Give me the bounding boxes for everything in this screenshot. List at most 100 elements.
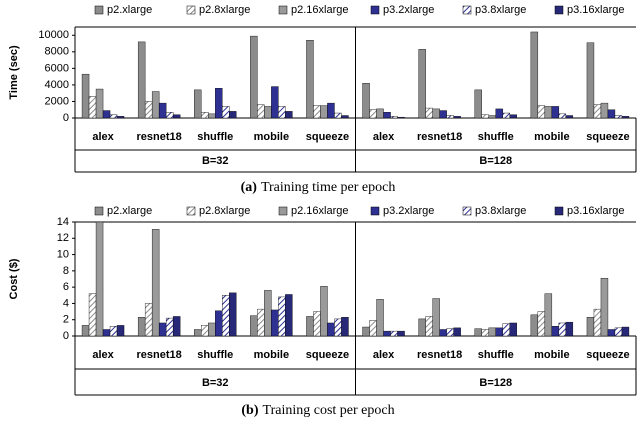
bar (327, 102, 335, 119)
bar (537, 105, 546, 119)
bar (502, 323, 510, 337)
bar (586, 42, 595, 119)
x-tick-label: alex (373, 131, 395, 143)
bar (488, 327, 496, 337)
bar (285, 294, 293, 337)
bar (109, 326, 118, 337)
bar (446, 328, 454, 337)
group-label: B=128 (479, 155, 512, 167)
bar (362, 83, 370, 119)
group-label: B=32 (202, 377, 229, 389)
bar (102, 110, 111, 119)
caption-label: (b) (241, 403, 258, 418)
bar (558, 322, 567, 337)
bar (390, 330, 398, 337)
y-tick-label: 8000 (45, 46, 69, 58)
bar (376, 299, 384, 337)
bar (137, 41, 146, 119)
x-tick-label: resnet18 (137, 131, 182, 143)
bar (116, 116, 125, 119)
bar (432, 108, 440, 119)
bar (334, 318, 342, 337)
legend-swatch (94, 5, 104, 15)
caption-text: Training cost per epoch (263, 403, 395, 418)
bar (271, 86, 279, 119)
legend-label: p3.2xlarge (383, 4, 434, 16)
legend-swatch (370, 206, 380, 216)
caption-text: Training time per epoch (261, 180, 395, 195)
caption: (a) Training time per epoch (241, 180, 396, 195)
x-tick-label: mobile (254, 349, 289, 361)
y-tick-label: 14 (57, 216, 69, 228)
x-tick-label: squeeze (306, 349, 349, 361)
bar (208, 113, 216, 119)
bar (250, 35, 258, 119)
legend-label: p3.8xlarge (475, 205, 526, 217)
x-tick-label: squeeze (586, 349, 629, 361)
bar (306, 316, 314, 337)
bar (397, 116, 405, 119)
legend-label: p2.xlarge (107, 4, 152, 16)
x-tick-label: shuffle (478, 349, 514, 361)
x-tick-label: alex (373, 349, 395, 361)
bar (158, 102, 167, 119)
bar (530, 31, 539, 119)
legend-swatch (462, 206, 472, 216)
caption: (b) Training cost per epoch (241, 403, 394, 418)
bar (116, 325, 125, 337)
x-tick-label: alex (92, 131, 114, 143)
bar (320, 286, 328, 337)
bar (264, 290, 272, 337)
bar (495, 327, 503, 337)
bar (194, 329, 202, 337)
bar (165, 112, 174, 119)
y-tick-label: 2 (63, 314, 69, 326)
bar (271, 309, 279, 337)
y-axis-label: Time (sec) (8, 45, 20, 100)
bar (165, 317, 174, 337)
legend-swatch (554, 5, 564, 15)
bar (144, 303, 153, 337)
bar (453, 327, 461, 337)
bar (137, 317, 146, 337)
bar (81, 73, 90, 119)
bar (383, 112, 391, 119)
bar (383, 330, 391, 337)
bar (306, 40, 314, 119)
legend-label: p2.8xlarge (199, 4, 250, 16)
bar (614, 115, 623, 119)
bar (341, 317, 349, 337)
bar (439, 329, 447, 337)
bar (229, 292, 237, 337)
y-tick-label: 0 (63, 112, 69, 124)
bar (208, 322, 216, 337)
bar (158, 322, 167, 337)
y-tick-label: 6 (63, 281, 69, 293)
bar (278, 296, 286, 337)
legend-label: p3.8xlarge (475, 4, 526, 16)
legend-label: p3.16xlarge (567, 205, 625, 217)
bar (320, 105, 328, 119)
bar (88, 96, 97, 119)
bar (565, 321, 574, 337)
bar (481, 329, 489, 337)
legend-label: p3.16xlarge (567, 4, 625, 16)
legend-swatch (554, 206, 564, 216)
legend-swatch (278, 206, 288, 216)
bar (607, 109, 616, 119)
y-tick-label: 10 (57, 248, 69, 260)
bar (215, 88, 223, 119)
bar (607, 329, 616, 337)
bar (537, 311, 546, 337)
bar (95, 88, 104, 119)
bar (425, 316, 433, 337)
bar (341, 115, 349, 119)
x-tick-label: alex (92, 349, 114, 361)
bar (614, 327, 623, 337)
y-tick-label: 8 (63, 265, 69, 277)
bar (222, 295, 230, 337)
bar (95, 221, 104, 337)
y-tick-label: 6000 (45, 62, 69, 74)
y-tick-label: 4000 (45, 79, 69, 91)
bar (313, 311, 321, 337)
